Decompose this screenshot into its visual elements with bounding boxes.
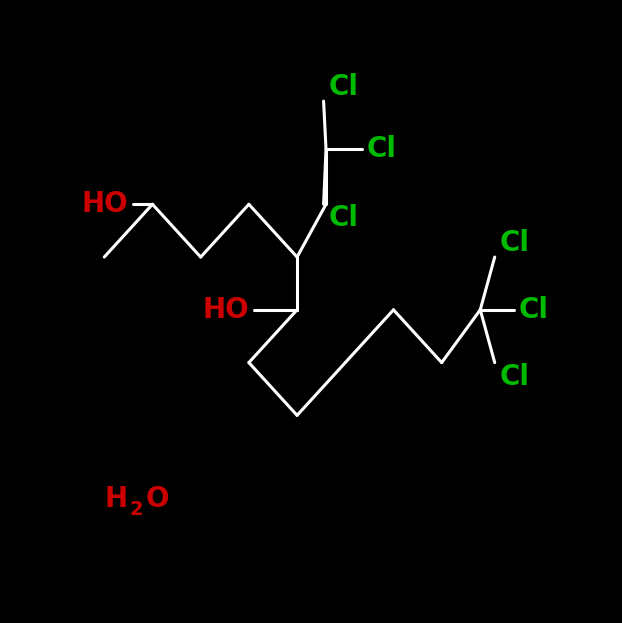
Text: HO: HO [81,190,128,218]
Text: O: O [146,485,169,513]
Text: Cl: Cl [499,229,529,257]
Text: Cl: Cl [367,135,397,163]
Text: HO: HO [202,296,249,324]
Text: Cl: Cl [499,363,529,391]
Text: H: H [104,485,128,513]
Text: Cl: Cl [328,73,358,101]
Text: Cl: Cl [519,296,549,324]
Text: Cl: Cl [328,204,358,232]
Text: 2: 2 [129,500,143,520]
